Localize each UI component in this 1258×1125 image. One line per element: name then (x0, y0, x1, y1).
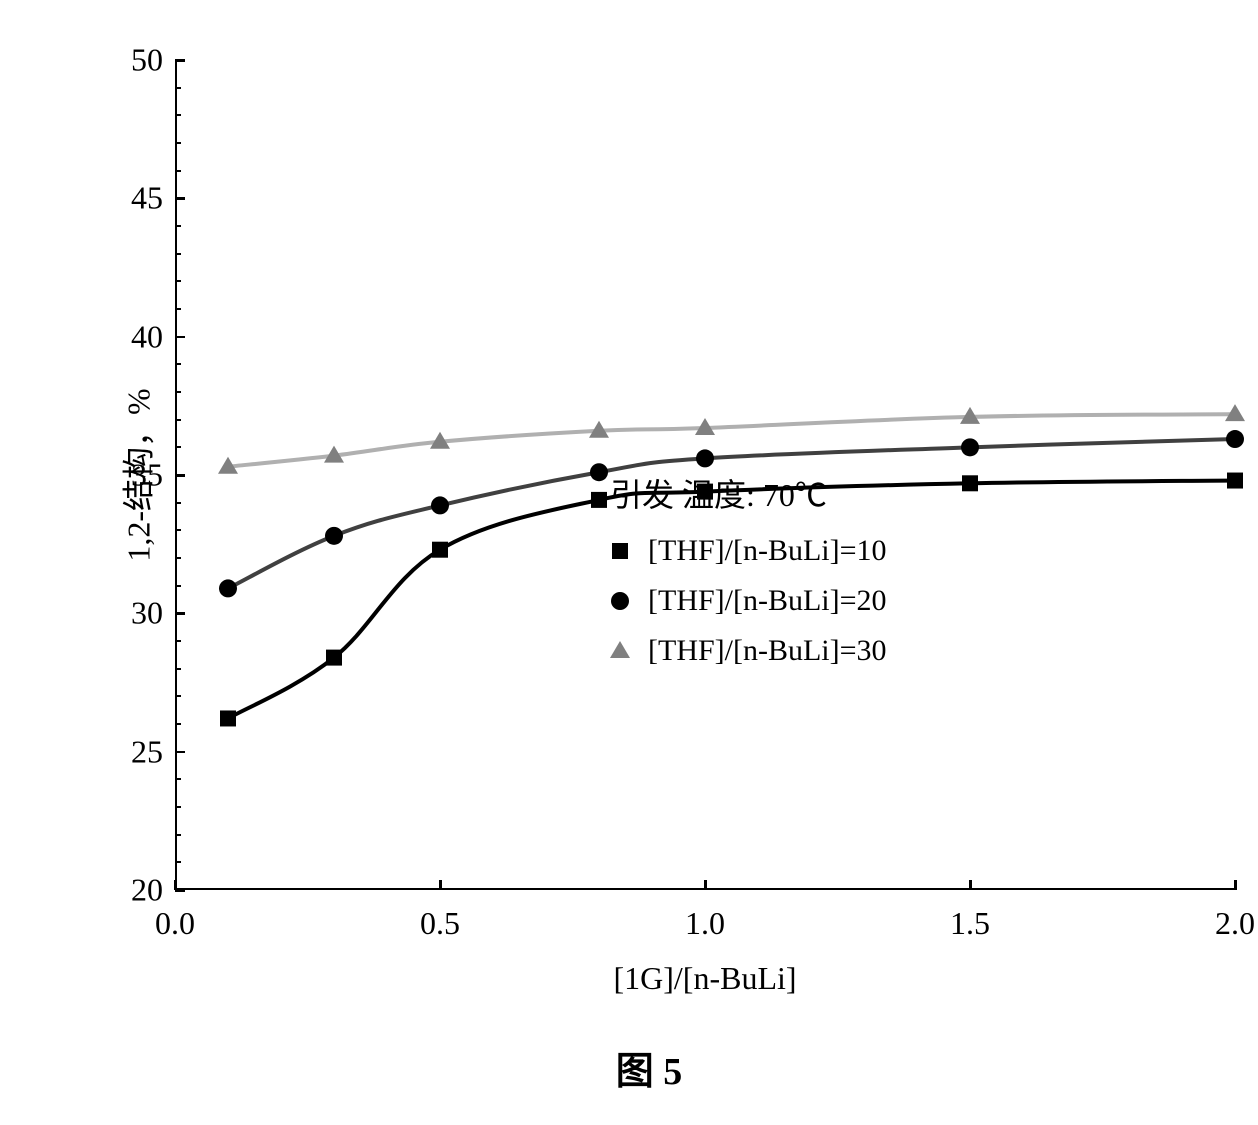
data-marker (962, 475, 978, 491)
legend-title: 引发 温度: 70℃ (610, 470, 887, 516)
data-marker (326, 650, 342, 666)
y-tick-label: 35 (131, 457, 163, 494)
legend: 引发 温度: 70℃ [THF]/[n-BuLi]=10[THF]/[n-BuL… (610, 470, 887, 676)
data-marker (1227, 473, 1243, 489)
legend-items-group: [THF]/[n-BuLi]=10 [THF]/[n-BuLi]=20 [THF]/… (610, 526, 887, 676)
data-marker (431, 496, 449, 514)
x-tick-label: 0.5 (420, 905, 460, 942)
y-tick-label: 45 (131, 180, 163, 217)
y-tick-label: 20 (131, 872, 163, 909)
legend-label: [THF]/[n-BuLi]=30 (648, 634, 887, 668)
data-marker (591, 492, 607, 508)
legend-label: [THF]/[n-BuLi]=10 (648, 534, 887, 568)
figure-caption: 图 5 (616, 1040, 683, 1095)
data-marker (220, 710, 236, 726)
x-axis-label: [1G]/[n-BuLi] (613, 960, 796, 997)
data-marker (432, 542, 448, 558)
legend-label: [THF]/[n-BuLi]=20 (648, 584, 887, 618)
legend-item: [THF]/[n-BuLi]=10 (610, 526, 887, 576)
data-marker (325, 527, 343, 545)
legend-item: [THF]/[n-BuLi]=30 (610, 626, 887, 676)
data-marker (1226, 430, 1244, 448)
triangle-marker-icon (610, 641, 630, 661)
x-tick-label: 0.0 (155, 905, 195, 942)
x-tick-label: 1.0 (685, 905, 725, 942)
x-tick-label: 1.5 (950, 905, 990, 942)
y-tick-label: 30 (131, 595, 163, 632)
data-marker (696, 449, 714, 467)
data-marker (219, 579, 237, 597)
chart-container: 1,2-结构，% [1G]/[n-BuLi] 20253035404550 0.… (20, 20, 1258, 1105)
y-tick-label: 50 (131, 42, 163, 79)
x-tick-label: 2.0 (1215, 905, 1255, 942)
legend-item: [THF]/[n-BuLi]=20 (610, 576, 887, 626)
y-tick-label: 40 (131, 318, 163, 355)
y-tick-label: 25 (131, 733, 163, 770)
data-marker (961, 438, 979, 456)
square-marker-icon (610, 541, 630, 561)
data-marker (590, 463, 608, 481)
circle-marker-icon (610, 591, 630, 611)
